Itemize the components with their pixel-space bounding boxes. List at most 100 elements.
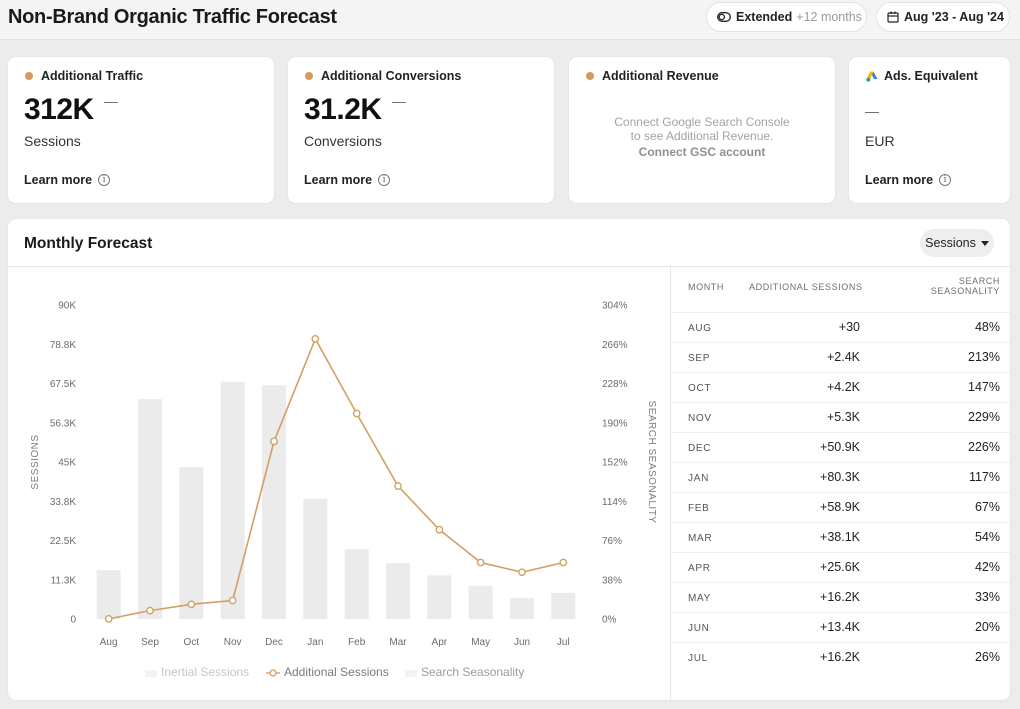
card-additional-conversions: Additional Conversions 31.2K — Conversio… [288, 57, 554, 203]
point-additional-sessions [311, 334, 320, 343]
card-additional-traffic: Additional Traffic 312K — Sessions Learn… [8, 57, 274, 203]
row-sessions: +16.2K [820, 650, 860, 664]
extended-forecast-toggle[interactable]: Extended +12 months [706, 2, 867, 32]
row-sessions: +38.1K [820, 530, 860, 544]
y2-tick-label: 114% [602, 497, 627, 508]
bar-inertial-sessions [303, 498, 328, 619]
bar-inertial-sessions [510, 598, 534, 619]
connect-gsc-link[interactable]: Connect GSC account [638, 145, 766, 159]
y2-axis-title: SEARCH SEASONALITY [646, 401, 657, 524]
card-additional-revenue: Additional Revenue Connect Google Search… [569, 57, 835, 203]
point-additional-sessions [187, 600, 196, 609]
x-tick-label: Feb [348, 637, 366, 648]
bar-inertial-sessions [262, 385, 286, 619]
bar-inertial-sessions [427, 575, 452, 619]
divider [670, 267, 671, 700]
row-month: DEC [688, 443, 712, 454]
google-ads-icon [866, 71, 878, 82]
row-seasonality: 67% [974, 500, 1000, 514]
ads-unit: EUR [865, 133, 895, 149]
y-tick-label: 78.8K [50, 340, 76, 351]
page-title: Non-Brand Organic Traffic Forecast [8, 6, 337, 28]
bar-inertial-sessions [138, 399, 162, 619]
row-month: FEB [688, 503, 710, 514]
x-tick-label: Jan [307, 637, 323, 648]
point-additional-sessions [228, 596, 237, 605]
row-sessions: +2.4K [826, 350, 860, 364]
bar-inertial-sessions [220, 381, 245, 619]
row-month: MAR [688, 533, 713, 544]
bar-inertial-sessions [386, 563, 410, 619]
legend-swatch-additional-dot [269, 669, 277, 677]
point-additional-sessions [270, 437, 278, 446]
forecast-chart: SESSIONS SEARCH SEASONALITY 0 11.3K 22.5K 33.… [30, 301, 657, 680]
legend-search-seasonality: Search Seasonality [421, 665, 524, 679]
learn-more-link[interactable]: Learn more i [865, 173, 952, 187]
row-month: SEP [688, 353, 711, 364]
row-month: AUG [688, 323, 712, 334]
card-ads-equivalent: Ads. Equivalent — EUR Learn more i [849, 57, 1010, 203]
row-seasonality: 147% [968, 380, 1000, 394]
row-seasonality: 20% [974, 620, 1000, 634]
row-month: APR [688, 563, 711, 574]
table-row: OCT +4.2K 147% [671, 372, 1010, 402]
row-month: MAY [688, 593, 712, 604]
row-seasonality: 33% [974, 590, 1000, 604]
traffic-unit: Sessions [24, 133, 81, 149]
x-tick-label: Apr [432, 637, 448, 648]
extended-extra: +12 months [796, 10, 862, 24]
col-header-sessions: ADDITIONAL SESSIONS [749, 282, 863, 292]
metric-dropdown[interactable]: Sessions [920, 229, 994, 257]
row-seasonality: 213% [968, 350, 1000, 364]
row-sessions: +80.3K [820, 470, 860, 484]
table-row: DEC +50.9K 226% [671, 432, 1010, 462]
y2-tick-label: 76% [602, 536, 622, 547]
legend-swatch-seasonality [405, 670, 417, 677]
bar-inertial-sessions [179, 467, 204, 619]
y2-tick-label: 152% [602, 458, 628, 469]
x-tick-label: Jul [557, 637, 570, 648]
conversions-change: — [392, 93, 406, 109]
table-row: MAY +16.2K 33% [671, 582, 1010, 612]
y2-tick-label: 0% [602, 615, 617, 626]
x-tick-label: Sep [141, 637, 159, 648]
point-additional-sessions [104, 614, 113, 623]
bar-inertial-sessions [96, 570, 121, 619]
x-tick-label: Jun [514, 637, 530, 648]
y-tick-label: 90K [58, 301, 76, 312]
row-sessions: +4.2K [826, 380, 860, 394]
toggle-icon [717, 12, 731, 22]
traffic-change: — [104, 93, 118, 109]
point-additional-sessions [352, 409, 361, 418]
row-sessions: +16.2K [820, 590, 860, 604]
point-additional-sessions [559, 558, 568, 567]
y-tick-label: 22.5K [50, 536, 76, 547]
row-seasonality: 117% [968, 470, 1000, 484]
info-icon: i [98, 174, 111, 186]
line-additional-sessions [108, 336, 564, 620]
page-header: Non-Brand Organic Traffic Forecast Exten… [0, 0, 1020, 40]
card-title: Ads. Equivalent [884, 69, 978, 83]
date-range-picker[interactable]: Aug '23 - Aug '24 [876, 2, 1010, 32]
row-seasonality: 26% [974, 650, 1000, 664]
learn-more-link[interactable]: Learn more i [304, 173, 391, 187]
learn-more-link[interactable]: Learn more i [24, 173, 111, 187]
gsc-prompt: Connect Google Search Console to see Add… [614, 115, 790, 143]
point-additional-sessions [476, 558, 485, 567]
point-additional-sessions [518, 568, 526, 577]
table-row: APR +25.6K 42% [671, 552, 1010, 582]
x-tick-label: Aug [100, 637, 118, 648]
calendar-icon [887, 11, 899, 23]
y2-tick-label: 304% [602, 301, 628, 312]
table-row: JAN +80.3K 117% [671, 462, 1010, 492]
accent-dot-icon [25, 72, 33, 80]
point-additional-sessions [394, 482, 402, 490]
traffic-value: 312K [24, 93, 94, 126]
y-tick-label: 33.8K [50, 497, 76, 508]
col-header-month: MONTH [688, 282, 724, 292]
divider [8, 266, 1010, 267]
row-seasonality: 48% [974, 320, 1000, 334]
bar-inertial-sessions [551, 592, 576, 619]
bar-inertial-sessions [344, 549, 369, 619]
y-axis-title: SESSIONS [30, 434, 41, 489]
